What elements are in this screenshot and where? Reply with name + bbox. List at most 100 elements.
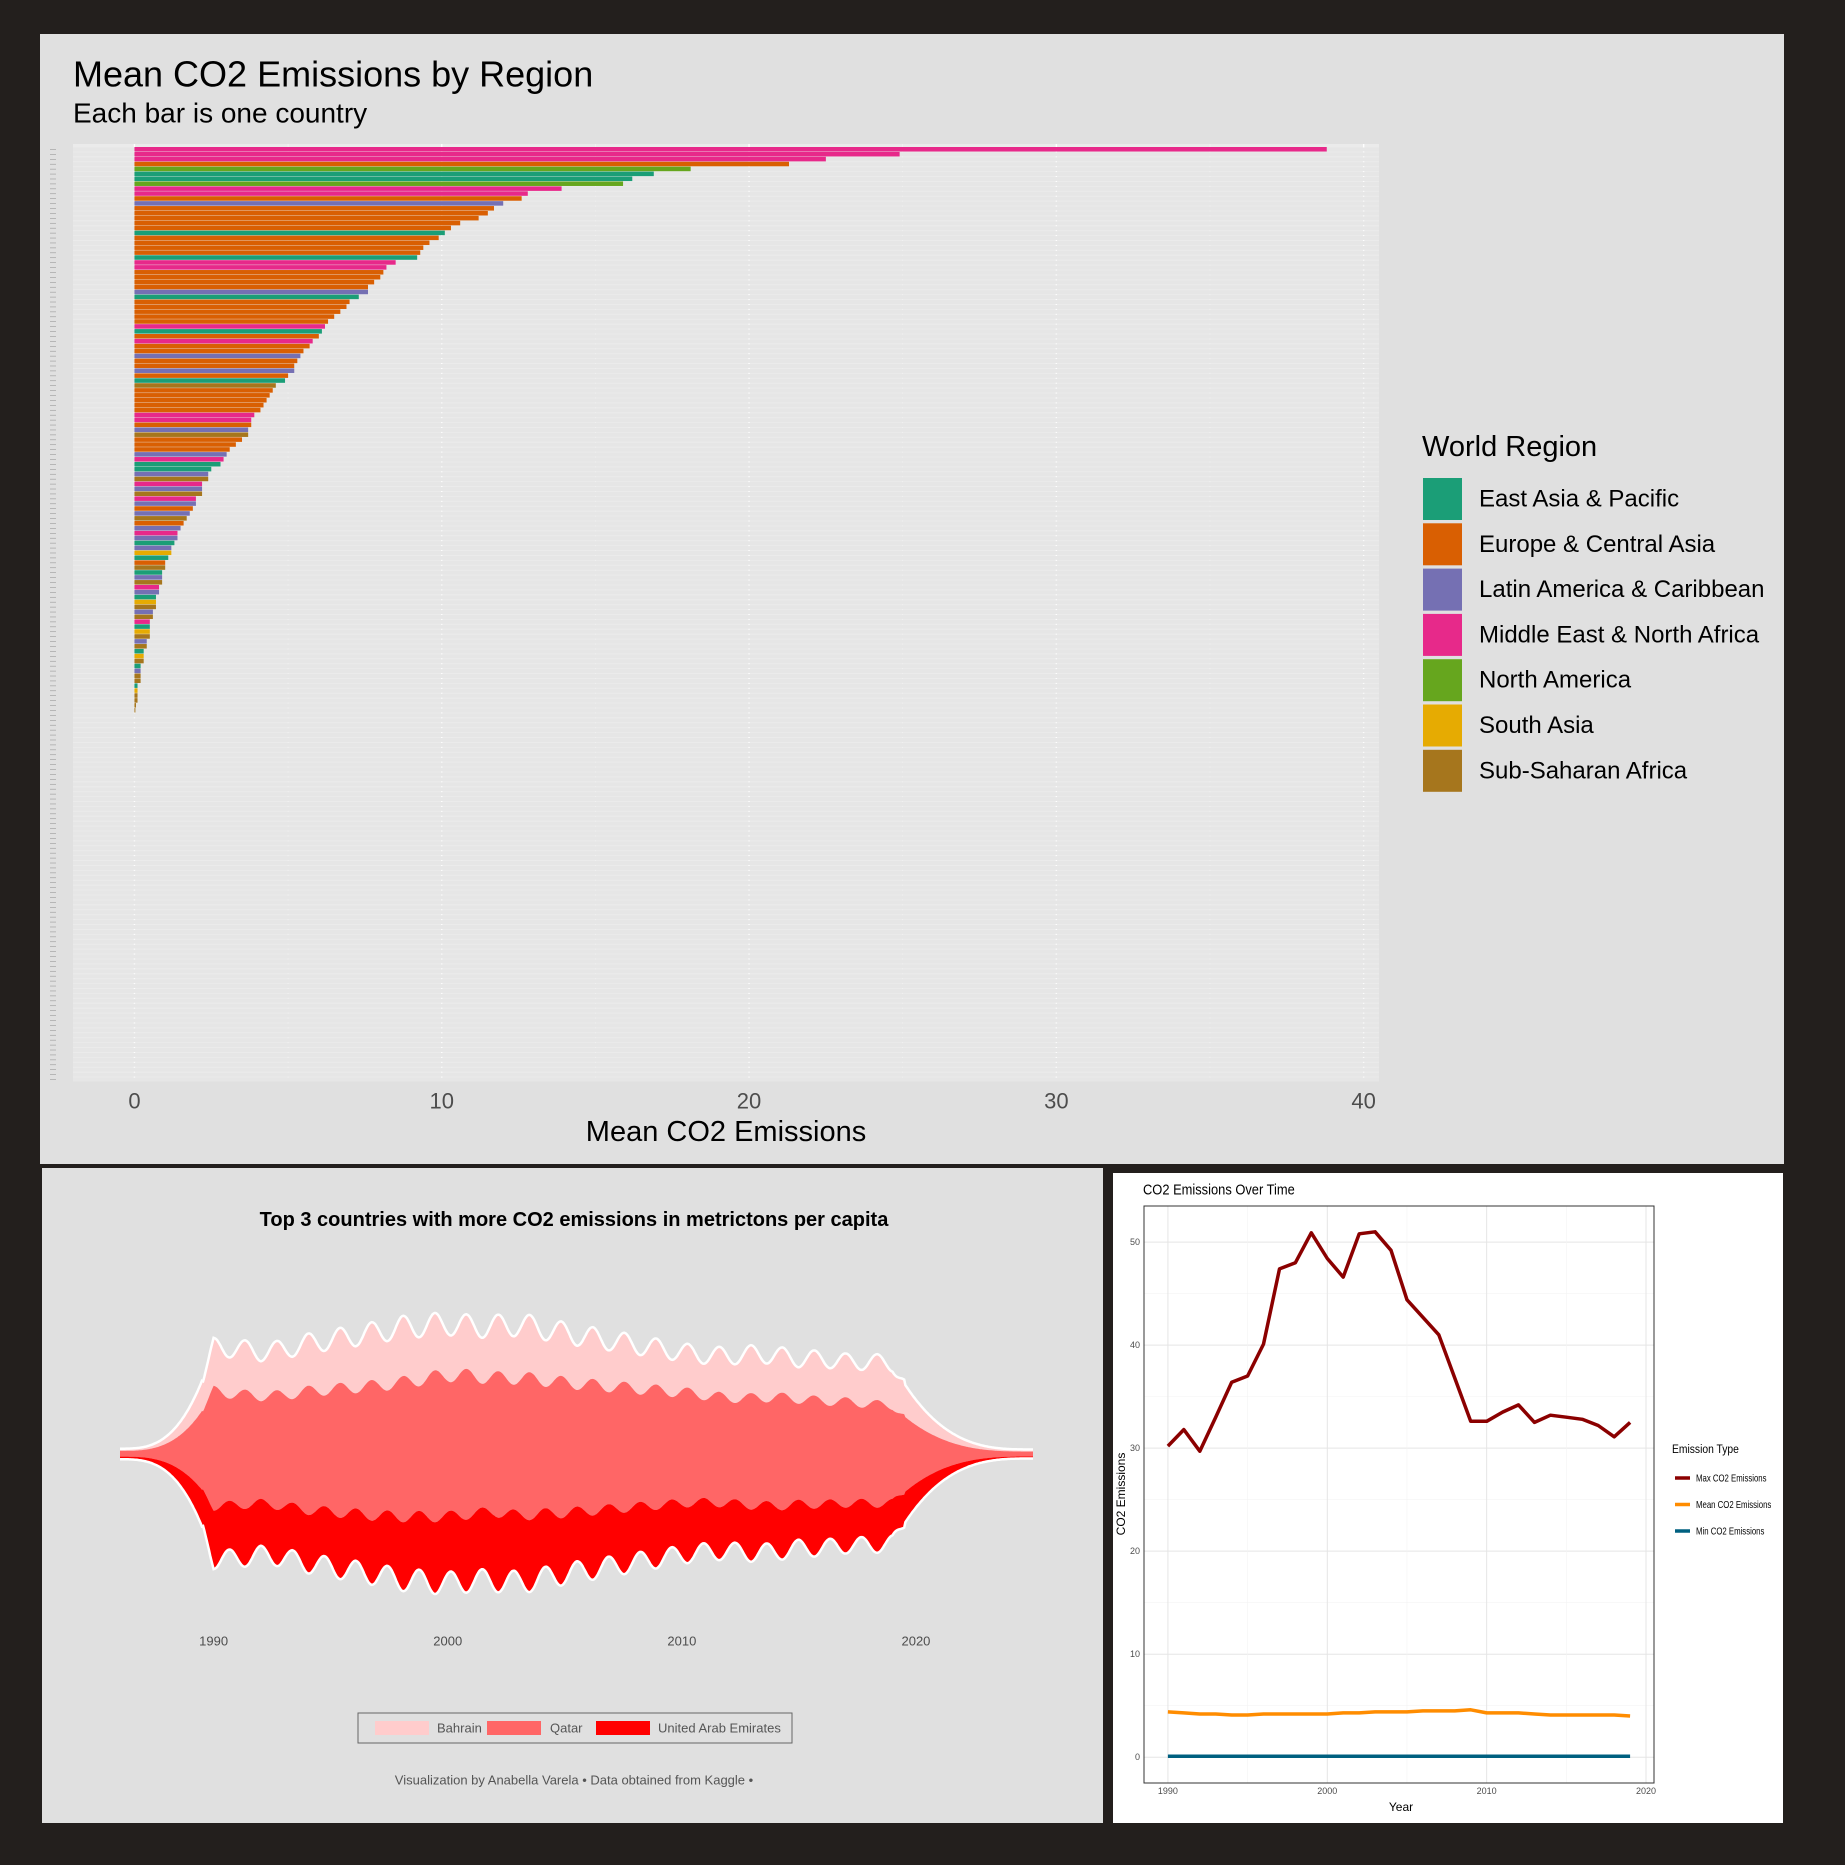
bar: [134, 319, 329, 324]
bar: [134, 422, 252, 428]
row-band: [73, 167, 1379, 172]
row-band: [73, 600, 1379, 605]
row-band: [73, 393, 1379, 398]
bar: [134, 545, 172, 551]
y-tick-label: 30: [1130, 1443, 1140, 1453]
row-band: [73, 1072, 1379, 1077]
row-band: [73, 905, 1379, 910]
bar: [134, 215, 479, 221]
row-band: [73, 506, 1379, 511]
row-band: [73, 428, 1379, 432]
y-tick-label: 50: [1130, 1237, 1140, 1247]
bar: [134, 196, 522, 201]
bar: [134, 501, 196, 506]
row-band: [73, 551, 1379, 555]
bar: [134, 555, 169, 560]
row-band: [73, 708, 1379, 713]
series-line: [1167, 1708, 1631, 1718]
row-band: [73, 270, 1379, 275]
legend-swatch: [1423, 568, 1462, 611]
bar: [134, 265, 387, 270]
x-tick-label: 10: [430, 1089, 454, 1114]
row-band: [73, 447, 1379, 452]
row-band: [73, 811, 1379, 816]
row-band: [73, 196, 1379, 201]
bar: [134, 589, 160, 595]
row-band: [73, 787, 1379, 792]
row-band: [73, 221, 1379, 226]
row-band: [73, 477, 1379, 482]
row-band: [73, 910, 1379, 915]
legend-label: East Asia & Pacific: [1479, 486, 1679, 513]
row-band: [73, 1008, 1379, 1013]
bar: [134, 683, 138, 688]
x-tick-label: 30: [1044, 1089, 1068, 1114]
row-band: [73, 418, 1379, 423]
bar: [134, 299, 350, 305]
bar-chart: Mean CO2 Emissions by Region Each bar is…: [50, 54, 1765, 1148]
bar: [134, 210, 488, 216]
bar: [134, 693, 138, 698]
row-band: [73, 920, 1379, 925]
bar: [134, 663, 141, 669]
row-band: [73, 467, 1379, 472]
bars: [73, 147, 1379, 1082]
row-band: [73, 398, 1379, 403]
row-band: [73, 423, 1379, 427]
bar: [134, 250, 421, 255]
row-band: [73, 472, 1379, 477]
row-band: [73, 757, 1379, 762]
row-band: [73, 324, 1379, 329]
row-band: [73, 964, 1379, 969]
row-band: [73, 516, 1379, 521]
row-band: [73, 236, 1379, 240]
bar: [134, 584, 160, 590]
stream-layer: [120, 1312, 1033, 1452]
x-tick-label: 20: [737, 1089, 761, 1114]
legend-swatch: [596, 1721, 650, 1735]
bar: [134, 309, 341, 314]
x-tick-label: 2000: [1317, 1786, 1337, 1796]
row-band: [73, 1043, 1379, 1048]
row-band: [73, 984, 1379, 988]
row-band: [73, 861, 1379, 865]
bar: [134, 688, 138, 693]
row-band: [73, 319, 1379, 324]
bar: [134, 235, 439, 241]
row-band: [73, 979, 1379, 984]
row-band: [73, 713, 1379, 718]
row-band: [73, 413, 1379, 418]
row-band: [73, 354, 1379, 359]
row-band: [73, 792, 1379, 797]
row-band: [73, 939, 1379, 944]
legend: Emission Type Max CO2 Emissions Mean CO2 …: [1672, 1444, 1772, 1537]
legend-label: United Arab Emirates: [658, 1721, 781, 1736]
bar: [134, 220, 461, 226]
bar: [134, 594, 156, 600]
bar: [134, 457, 224, 462]
row-band: [73, 314, 1379, 319]
legend-swatch: [1423, 659, 1462, 702]
row-band: [73, 388, 1379, 393]
row-band: [73, 802, 1379, 806]
row-band: [73, 703, 1379, 708]
row-band: [73, 629, 1379, 634]
row-band: [73, 290, 1379, 295]
bar: [134, 279, 375, 285]
row-band: [73, 610, 1379, 614]
row-band: [73, 231, 1379, 236]
row-band: [73, 742, 1379, 747]
row-band: [73, 664, 1379, 669]
bar: [134, 358, 298, 364]
row-band: [73, 250, 1379, 255]
stream-layer: [120, 1368, 1033, 1523]
row-band: [73, 989, 1379, 993]
bar: [134, 530, 178, 536]
row-band: [73, 762, 1379, 767]
row-band: [73, 177, 1379, 181]
row-band: [73, 1023, 1379, 1028]
row-band: [73, 944, 1379, 949]
bar: [134, 314, 335, 319]
row-band: [73, 885, 1379, 890]
row-band: [73, 1057, 1379, 1062]
